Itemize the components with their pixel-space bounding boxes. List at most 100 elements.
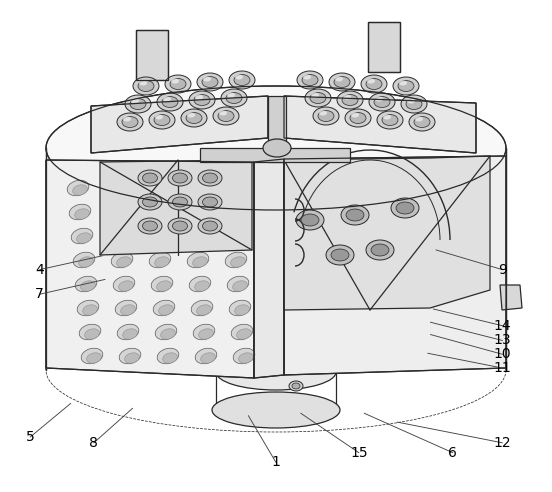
Ellipse shape	[168, 218, 192, 234]
Ellipse shape	[148, 185, 163, 195]
Polygon shape	[368, 22, 400, 72]
Ellipse shape	[401, 95, 427, 113]
Ellipse shape	[142, 197, 157, 207]
Ellipse shape	[142, 221, 157, 231]
Ellipse shape	[229, 300, 251, 316]
Ellipse shape	[71, 228, 93, 244]
Ellipse shape	[123, 117, 131, 122]
Ellipse shape	[119, 281, 134, 291]
Ellipse shape	[227, 209, 241, 219]
Text: 4: 4	[35, 263, 44, 277]
Ellipse shape	[155, 324, 177, 340]
Ellipse shape	[73, 252, 95, 268]
Ellipse shape	[149, 252, 171, 268]
Ellipse shape	[329, 73, 355, 91]
Ellipse shape	[415, 117, 423, 122]
Ellipse shape	[138, 218, 162, 234]
Ellipse shape	[168, 194, 192, 210]
Ellipse shape	[223, 228, 245, 244]
Ellipse shape	[189, 209, 203, 219]
Ellipse shape	[138, 81, 154, 92]
Ellipse shape	[172, 197, 188, 207]
Ellipse shape	[221, 204, 243, 220]
Text: 15: 15	[350, 446, 368, 460]
Ellipse shape	[310, 92, 326, 103]
Ellipse shape	[346, 209, 364, 221]
Ellipse shape	[197, 73, 223, 91]
Ellipse shape	[311, 92, 319, 97]
Ellipse shape	[297, 71, 323, 89]
Ellipse shape	[313, 107, 339, 125]
Ellipse shape	[77, 233, 92, 243]
Ellipse shape	[203, 76, 211, 82]
Ellipse shape	[292, 383, 300, 389]
Text: 12: 12	[493, 436, 511, 450]
Ellipse shape	[374, 96, 390, 107]
Ellipse shape	[234, 74, 250, 86]
Ellipse shape	[153, 300, 175, 316]
Ellipse shape	[121, 305, 135, 315]
Ellipse shape	[69, 204, 91, 220]
Ellipse shape	[341, 205, 369, 225]
Ellipse shape	[231, 257, 245, 267]
Ellipse shape	[155, 115, 163, 120]
Ellipse shape	[229, 233, 243, 243]
Ellipse shape	[218, 111, 234, 122]
Text: 7: 7	[35, 287, 44, 301]
Ellipse shape	[46, 86, 506, 210]
Ellipse shape	[343, 94, 351, 99]
Ellipse shape	[117, 113, 143, 131]
Polygon shape	[46, 160, 254, 378]
Ellipse shape	[318, 111, 334, 122]
Ellipse shape	[157, 348, 179, 364]
Ellipse shape	[237, 329, 251, 339]
Ellipse shape	[107, 204, 129, 220]
Ellipse shape	[109, 228, 131, 244]
Ellipse shape	[157, 93, 183, 111]
Ellipse shape	[213, 107, 239, 125]
Ellipse shape	[130, 98, 146, 110]
Ellipse shape	[187, 185, 201, 195]
Ellipse shape	[366, 79, 382, 90]
Ellipse shape	[117, 324, 139, 340]
Ellipse shape	[335, 76, 343, 82]
Ellipse shape	[414, 117, 430, 127]
Ellipse shape	[219, 111, 227, 116]
Ellipse shape	[151, 276, 173, 292]
Ellipse shape	[193, 257, 208, 267]
Ellipse shape	[342, 94, 358, 105]
Polygon shape	[268, 96, 286, 162]
Text: 11: 11	[493, 361, 511, 375]
Ellipse shape	[186, 113, 202, 123]
Ellipse shape	[197, 305, 211, 315]
Ellipse shape	[123, 329, 137, 339]
Text: 9: 9	[498, 263, 507, 277]
Ellipse shape	[79, 324, 101, 340]
Ellipse shape	[195, 94, 203, 99]
Text: 10: 10	[493, 347, 511, 361]
Ellipse shape	[143, 180, 165, 196]
Ellipse shape	[199, 329, 214, 339]
Ellipse shape	[83, 305, 97, 315]
Ellipse shape	[133, 77, 159, 95]
Ellipse shape	[406, 98, 422, 110]
Ellipse shape	[157, 281, 171, 291]
Ellipse shape	[194, 94, 210, 105]
Ellipse shape	[77, 300, 99, 316]
Ellipse shape	[84, 329, 99, 339]
Ellipse shape	[238, 353, 253, 363]
Ellipse shape	[377, 111, 403, 129]
Polygon shape	[200, 148, 350, 162]
Ellipse shape	[147, 228, 169, 244]
Ellipse shape	[383, 115, 391, 120]
Ellipse shape	[198, 194, 222, 210]
Ellipse shape	[73, 185, 87, 195]
Polygon shape	[100, 160, 252, 255]
Ellipse shape	[289, 381, 303, 391]
Text: 13: 13	[493, 334, 511, 347]
Ellipse shape	[181, 109, 207, 127]
Ellipse shape	[203, 221, 217, 231]
Ellipse shape	[198, 170, 222, 186]
Ellipse shape	[183, 204, 205, 220]
Ellipse shape	[366, 240, 394, 260]
